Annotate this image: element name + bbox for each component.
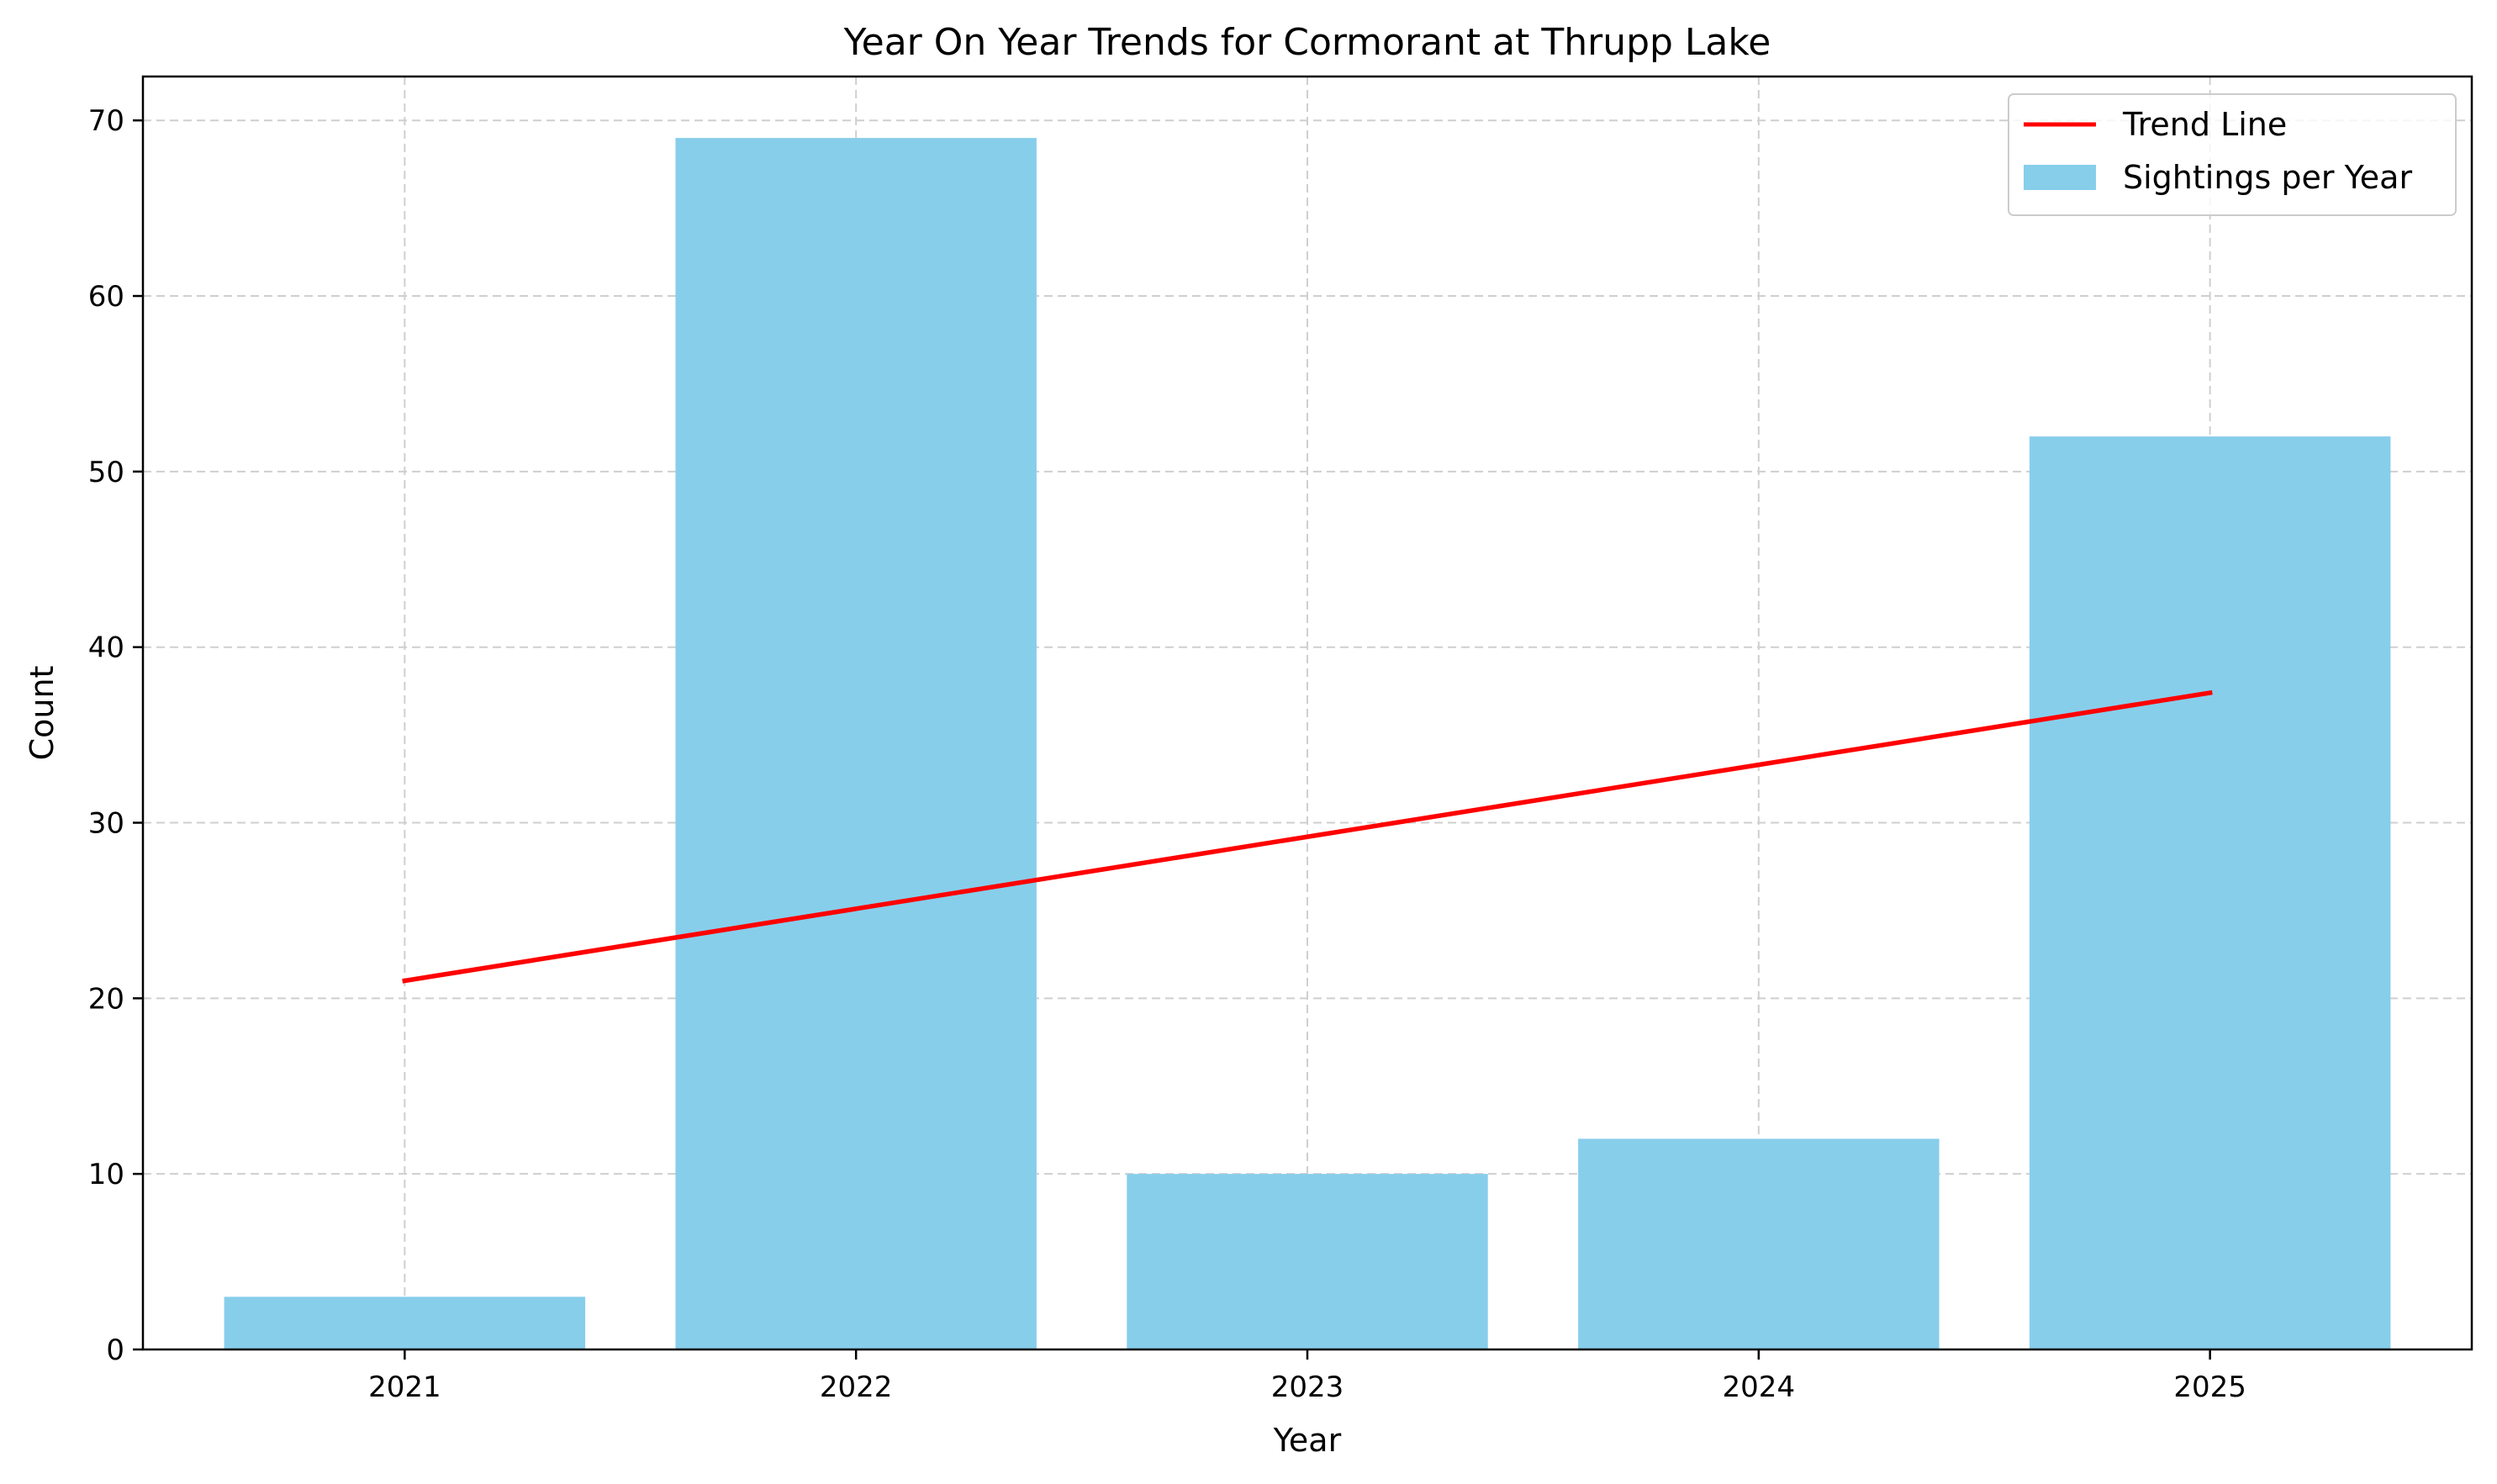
y-tick-label: 30 (88, 807, 124, 841)
y-axis-ticks: 0 10 20 30 40 50 60 70 (88, 104, 143, 1367)
legend-label-trend-line: Trend Line (2122, 106, 2287, 143)
legend-box (2008, 93, 2457, 216)
x-tick-label: 2024 (1723, 1370, 1796, 1404)
x-axis-label: Year (1273, 1422, 1342, 1459)
y-axis-label: Count (24, 666, 61, 761)
x-tick-label: 2023 (1271, 1370, 1344, 1404)
trend-line-group (402, 689, 2213, 984)
y-tick-label: 40 (88, 631, 124, 665)
bar-2021 (224, 1297, 586, 1349)
bar-2025 (2029, 436, 2391, 1349)
bar-2023 (1127, 1174, 1488, 1349)
y-tick-label: 60 (88, 280, 124, 314)
y-tick-label: 0 (106, 1333, 124, 1367)
chart-title: Year On Year Trends for Cormorant at Thr… (843, 21, 1771, 64)
y-tick-label: 10 (88, 1158, 124, 1191)
x-axis-ticks: 2021 2022 2023 2024 2025 (368, 1349, 2246, 1404)
bar-2024 (1578, 1138, 1940, 1349)
legend: Trend Line Sightings per Year (2008, 93, 2457, 216)
x-tick-label: 2021 (368, 1370, 441, 1404)
legend-bar-swatch (2024, 165, 2096, 190)
bar-2022 (675, 138, 1037, 1350)
x-tick-label: 2022 (820, 1370, 893, 1404)
legend-label-sightings: Sightings per Year (2123, 159, 2412, 196)
y-tick-label: 50 (88, 456, 124, 489)
trend-line (402, 689, 2213, 984)
bars (224, 138, 2391, 1350)
y-tick-label: 20 (88, 982, 124, 1016)
y-tick-label: 70 (88, 104, 124, 138)
x-tick-label: 2025 (2173, 1370, 2246, 1404)
